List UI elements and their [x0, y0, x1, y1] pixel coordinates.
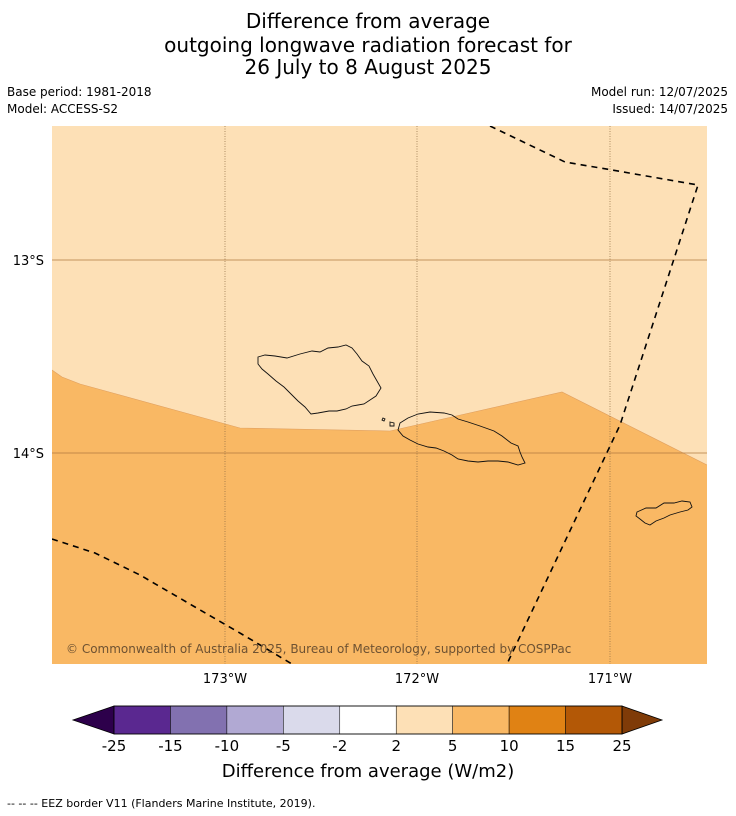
colorbar-extend-low — [71, 705, 115, 735]
issued-text: Issued: 14/07/2025 — [612, 102, 728, 116]
eez-legend-text: -- -- -- EEZ border V11 (Flanders Marine… — [7, 797, 316, 810]
colorbar-swatch — [283, 705, 341, 735]
eez-border-southwest — [52, 538, 293, 664]
meta-right: Model run: 12/07/2025 Issued: 14/07/2025 — [591, 84, 728, 118]
colorbar-swatch — [170, 705, 228, 735]
model-run-text: Model run: 12/07/2025 — [590, 85, 728, 99]
tutuila-island — [635, 500, 693, 526]
colorbar-swatch — [226, 705, 284, 735]
title-line-1: Difference from average — [245, 9, 491, 33]
colorbar-tick-label: 2 — [391, 737, 401, 755]
lon-label-171w: 171°W — [588, 672, 632, 687]
colorbar-swatch — [508, 705, 566, 735]
islands — [257, 344, 693, 526]
meta-left: Base period: 1981-2018 Model: ACCESS-S2 — [7, 84, 152, 118]
colorbar-tick-label: -5 — [276, 737, 291, 755]
colorbar-extend-high — [621, 705, 664, 735]
title-line-3: 26 July to 8 August 2025 — [244, 55, 492, 79]
manono-island — [381, 417, 386, 422]
colorbar-tick-label: -25 — [102, 737, 127, 755]
eez-border — [52, 126, 700, 664]
contour-line — [52, 369, 707, 466]
colorbar-frame — [113, 705, 623, 735]
graticule-meridians — [224, 126, 611, 664]
lat-label-14s: 14°S — [13, 447, 44, 462]
apolima-island — [389, 421, 395, 427]
lon-label-173w: 173°W — [203, 672, 247, 687]
colorbar-tick-label: 5 — [448, 737, 458, 755]
colorbar-title: Difference from average (W/m2) — [221, 761, 515, 782]
colorbar-tick-label: 15 — [556, 737, 575, 755]
colorbar: -25 -15 -10 -5 -2 2 5 10 15 25 — [71, 705, 664, 755]
colorbar-tick-label: -15 — [158, 737, 183, 755]
lon-label-172w: 172°W — [395, 672, 439, 687]
colorbar-swatch — [395, 705, 453, 735]
map-figure: © Commonwealth of Australia 2025, Bureau… — [13, 126, 707, 755]
upolu-island — [397, 411, 526, 466]
anomaly-region-medium — [52, 370, 707, 664]
copyright-text: © Commonwealth of Australia 2025, Bureau… — [66, 642, 571, 656]
colorbar-swatch — [452, 705, 510, 735]
title-line-2: outgoing longwave radiation forecast for — [164, 33, 572, 57]
colorbar-swatch — [565, 705, 623, 735]
colorbar-swatch — [113, 705, 171, 735]
eez-border-east — [489, 126, 700, 664]
base-period-text: Base period: 1981-2018 — [7, 85, 152, 99]
colorbar-swatch — [339, 705, 397, 735]
model-text: Model: ACCESS-S2 — [7, 102, 119, 116]
colorbar-tick-label: 10 — [500, 737, 519, 755]
savaii-island — [257, 344, 382, 415]
graticule-parallels — [52, 259, 707, 454]
lat-label-13s: 13°S — [13, 254, 44, 269]
colorbar-tick-label: 25 — [612, 737, 631, 755]
colorbar-tick-label: -10 — [215, 737, 240, 755]
colorbar-tick-label: -2 — [332, 737, 347, 755]
map-panel: © Commonwealth of Australia 2025, Bureau… — [52, 126, 707, 664]
